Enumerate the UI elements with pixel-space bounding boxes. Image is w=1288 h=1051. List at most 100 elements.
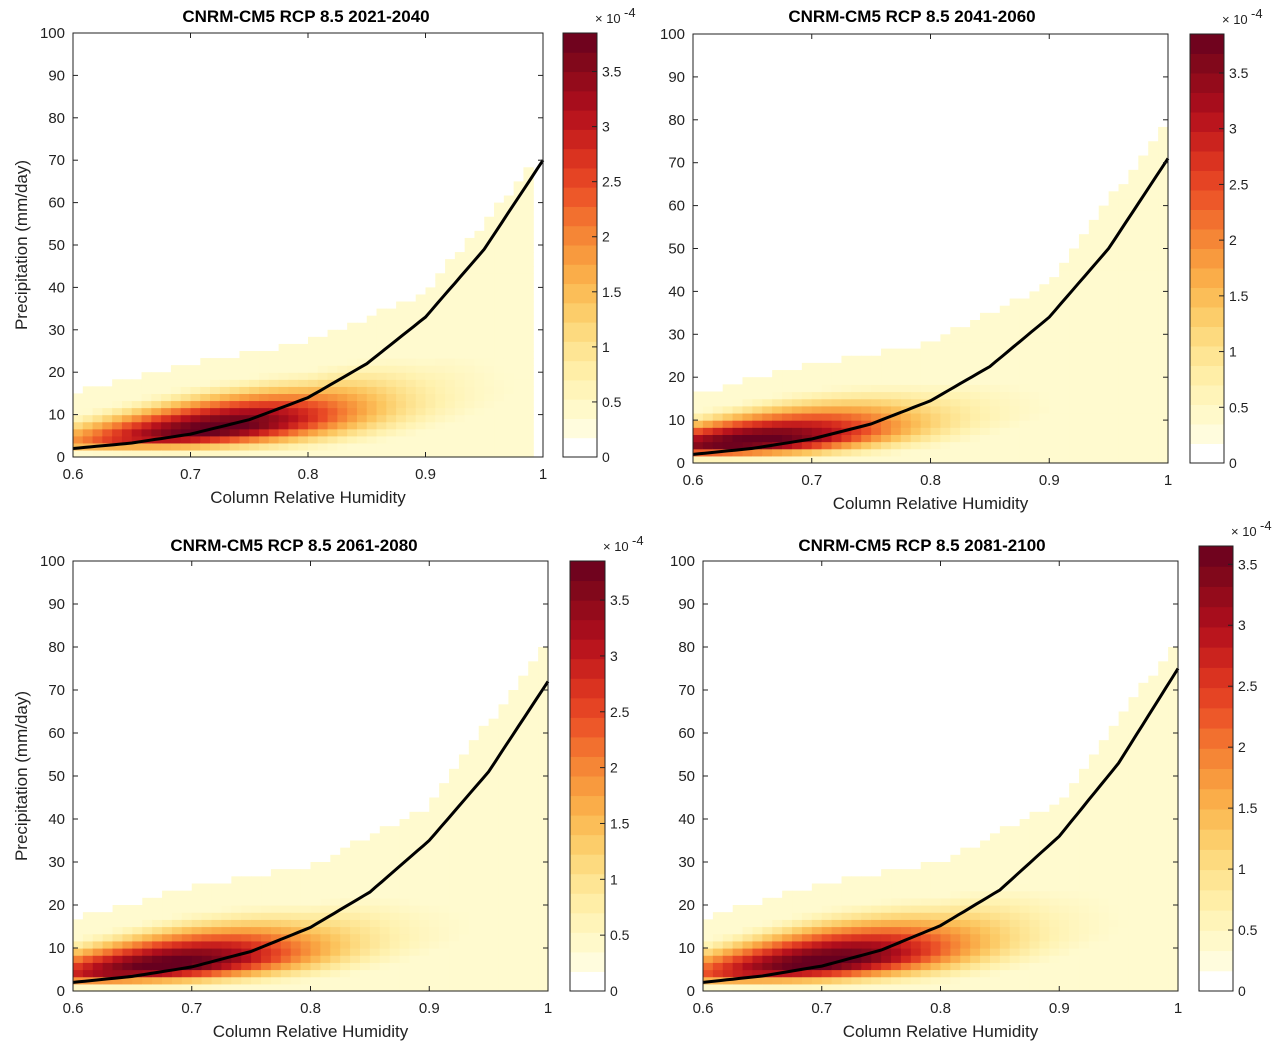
density-cell	[801, 377, 813, 385]
density-cell	[268, 442, 280, 451]
density-cell	[415, 435, 427, 444]
density-cell	[989, 883, 1001, 892]
density-cell	[298, 442, 309, 451]
density-cell	[464, 351, 476, 359]
density-cell	[1098, 883, 1110, 892]
density-cell	[752, 405, 763, 414]
density-cell	[474, 379, 485, 387]
density-cell	[762, 919, 773, 928]
density-cell	[405, 400, 417, 409]
density-cell	[121, 393, 133, 402]
density-cell	[1059, 420, 1070, 428]
density-cell	[900, 912, 912, 920]
density-cell	[508, 697, 519, 705]
density-cell	[1029, 291, 1040, 300]
density-cell	[900, 455, 912, 464]
density-cell	[439, 854, 450, 863]
density-cell	[910, 962, 922, 971]
density-cell	[930, 905, 942, 913]
density-cell	[415, 407, 427, 416]
density-cell	[1078, 234, 1090, 242]
density-cell	[940, 398, 951, 407]
density-cell	[503, 195, 515, 204]
density-cell	[429, 905, 440, 913]
density-cell	[468, 819, 480, 827]
density-cell	[396, 301, 407, 310]
density-cell	[445, 358, 456, 366]
density-cell	[320, 926, 331, 935]
density-cell	[132, 955, 143, 963]
density-cell	[1118, 776, 1130, 784]
density-cell	[92, 962, 104, 971]
density-cell	[1029, 955, 1041, 963]
density-cell	[782, 448, 793, 457]
density-cell	[821, 441, 833, 450]
density-cell	[1098, 983, 1110, 992]
density-cell	[518, 905, 529, 913]
density-cell	[1059, 905, 1070, 913]
density-cell	[508, 897, 519, 906]
density-cell	[308, 442, 319, 451]
density-cell	[950, 370, 961, 378]
density-cell	[1118, 269, 1130, 278]
density-cell	[980, 955, 991, 963]
density-cell	[439, 933, 450, 942]
density-cell	[1098, 955, 1110, 963]
density-cell	[1118, 184, 1130, 192]
density-cell	[73, 962, 84, 971]
density-cell	[1059, 919, 1070, 928]
density-cell	[503, 329, 515, 338]
density-cell	[518, 697, 529, 705]
density-cell	[1098, 876, 1110, 885]
density-cell	[102, 983, 114, 992]
density-cell	[229, 421, 241, 430]
density-cell	[464, 421, 476, 430]
density-cell	[1088, 427, 1100, 435]
density-cell	[508, 711, 519, 720]
density-cell	[359, 976, 371, 985]
density-cell	[1078, 362, 1090, 371]
density-cell	[241, 897, 252, 906]
y-tick-label: 70	[678, 682, 695, 699]
density-cell	[861, 905, 872, 913]
density-cell	[1168, 682, 1179, 691]
density-cell	[1108, 262, 1120, 271]
density-cell	[162, 983, 173, 992]
density-cell	[1009, 441, 1021, 450]
density-cell	[523, 209, 534, 218]
density-cell	[1069, 291, 1080, 300]
density-cell	[290, 919, 302, 928]
density-cell	[112, 912, 124, 920]
density-cell	[190, 414, 201, 423]
density-cell	[1029, 348, 1040, 357]
density-cell	[347, 358, 358, 366]
density-cell	[881, 919, 892, 928]
density-cell	[337, 393, 348, 402]
density-cell	[1138, 169, 1149, 178]
density-cell	[347, 329, 358, 338]
colorbar-segment	[1190, 365, 1224, 386]
density-cell	[454, 407, 466, 416]
density-cell	[439, 790, 450, 799]
density-cell	[310, 962, 321, 971]
density-cell	[1138, 355, 1149, 364]
density-cell	[317, 400, 329, 409]
density-cell	[1128, 227, 1139, 235]
density-cell	[1148, 291, 1159, 300]
density-cell	[881, 876, 892, 885]
density-cell	[425, 329, 436, 338]
density-cell	[458, 948, 470, 956]
density-cell	[1108, 919, 1120, 928]
density-cell	[1059, 362, 1070, 371]
density-cell	[1029, 948, 1041, 956]
density-cell	[1148, 341, 1159, 350]
density-cell	[474, 358, 485, 366]
density-cell	[1158, 427, 1169, 435]
colorbar-tick-label: 3	[1229, 121, 1237, 137]
density-cell	[249, 400, 260, 409]
density-cell	[523, 336, 534, 345]
density-cell	[1108, 427, 1120, 435]
density-cell	[474, 351, 485, 359]
density-cell	[1029, 940, 1041, 949]
density-cell	[1138, 370, 1149, 378]
